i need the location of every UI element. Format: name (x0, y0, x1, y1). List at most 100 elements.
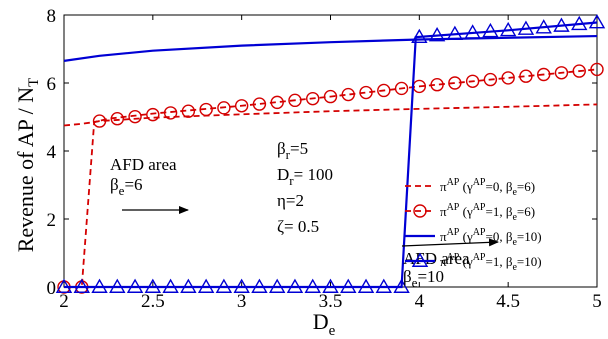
x-axis-label: De (313, 309, 336, 339)
data-point-circle (92, 114, 107, 128)
data-point-triangle (91, 278, 108, 293)
data-point-triangle (357, 278, 375, 293)
x-tick-label: 4 (415, 291, 425, 312)
data-point-circle (448, 76, 462, 90)
data-point-circle (501, 71, 515, 85)
data-point-triangle (162, 278, 179, 293)
legend-label: πAP (γAP=0, βe=10) (440, 227, 542, 248)
data-point-circle (465, 74, 480, 89)
plot-area (63, 14, 598, 288)
data-point-circle (252, 97, 267, 111)
parameter-annotations: βr=5 Dr= 100 η=2 ζ= 0.5 (277, 139, 333, 236)
x-tick-label: 3 (237, 291, 247, 312)
x-tick-label: 3.5 (319, 291, 343, 312)
data-point-triangle (55, 278, 73, 293)
series-2 (57, 62, 604, 294)
data-point-triangle (499, 21, 517, 37)
series-line (64, 68, 598, 288)
legend-label: πAP (γAP=1, βe=10) (440, 252, 542, 273)
data-point-triangle (482, 22, 499, 38)
data-point-triangle (126, 278, 144, 293)
afd-area-6-label: AFD area (110, 155, 177, 174)
data-point-triangle (215, 278, 233, 293)
legend-entry-4: πAP (γAP=1, βe=10) (405, 252, 542, 273)
data-point-circle (288, 93, 302, 108)
data-point-circle (359, 85, 373, 100)
data-point-triangle (109, 278, 126, 293)
data-point-triangle (268, 278, 286, 293)
legend-label: πAP (γAP=0, βe=6) (440, 177, 535, 198)
afd-area-10-beta: βe=10 (403, 267, 444, 290)
y-tick-label: 2 (47, 210, 57, 231)
data-point-circle (181, 104, 196, 118)
y-tick-label: 4 (47, 142, 57, 163)
series-1 (63, 103, 598, 127)
data-point-circle (128, 109, 142, 124)
data-point-circle (554, 66, 569, 80)
afd-area-10-arrow (401, 238, 499, 247)
x-tick-label: 2 (59, 291, 69, 312)
series-3 (63, 34, 598, 62)
data-point-circle (110, 111, 125, 126)
legend-entry-2: πAP (γAP=1, βe=6) (405, 202, 535, 223)
x-tick-label: 5 (592, 291, 602, 312)
data-point-triangle (535, 19, 552, 34)
data-point-triangle (144, 278, 162, 293)
data-point-triangle (464, 24, 481, 39)
y-tick-label: 6 (47, 74, 57, 95)
data-point-triangle (322, 278, 339, 293)
data-point-circle (146, 107, 160, 122)
data-point-triangle (180, 278, 197, 293)
data-point-triangle (73, 278, 90, 293)
x-tick-label: 2.5 (141, 291, 165, 312)
data-point-circle (483, 72, 498, 87)
series-line (63, 103, 598, 127)
series-line (63, 34, 598, 62)
data-point-circle (199, 102, 213, 117)
parameter-text: η=2 (277, 191, 304, 210)
data-point-triangle (428, 26, 446, 42)
data-point-circle (394, 81, 409, 96)
legend-label: πAP (γAP=1, βe=6) (440, 202, 535, 223)
data-point-triangle (588, 14, 606, 29)
data-point-triangle (197, 278, 215, 293)
data-point-triangle (553, 17, 570, 32)
data-point-circle (217, 101, 231, 115)
data-point-triangle (304, 278, 321, 293)
data-point-triangle (517, 20, 535, 35)
data-point-circle (306, 91, 320, 106)
legend-marker-circle (413, 204, 427, 218)
data-point-triangle (375, 278, 393, 293)
parameter-text: Dr= 100 (277, 165, 333, 188)
x-tick-label: 4.5 (496, 291, 520, 312)
y-axis-label: Revenue of AP / NT (13, 78, 42, 253)
x-axis-label-sub: e (329, 323, 336, 339)
y-tick-label: 0 (47, 278, 57, 299)
data-point-circle (323, 89, 338, 104)
data-point-triangle (446, 25, 464, 40)
data-point-circle (572, 64, 586, 78)
data-point-circle (234, 99, 249, 113)
data-point-circle (590, 62, 604, 77)
data-point-circle (519, 69, 533, 83)
legend: πAP (γAP=0, βe=6) πAP (γAP=1, βe=6) πAP (γ… (405, 177, 542, 273)
data-point-circle (430, 77, 444, 92)
data-point-circle (163, 106, 178, 120)
data-point-circle (377, 83, 391, 98)
data-point-triangle (340, 278, 357, 293)
legend-entry-3: πAP (γAP=0, βe=10) (405, 227, 542, 248)
parameter-text: ζ= 0.5 (277, 217, 319, 236)
data-point-triangle (233, 278, 250, 293)
series-layer (55, 14, 606, 294)
data-point-circle (270, 95, 284, 110)
data-point-circle (537, 67, 551, 82)
parameter-text: βr=5 (277, 139, 308, 162)
y-tick-label: 8 (47, 6, 57, 27)
data-point-triangle (286, 278, 304, 293)
data-point-triangle (251, 278, 268, 293)
legend-marker-triangle (411, 252, 429, 267)
legend-entry-1: πAP (γAP=0, βe=6) (405, 177, 535, 198)
